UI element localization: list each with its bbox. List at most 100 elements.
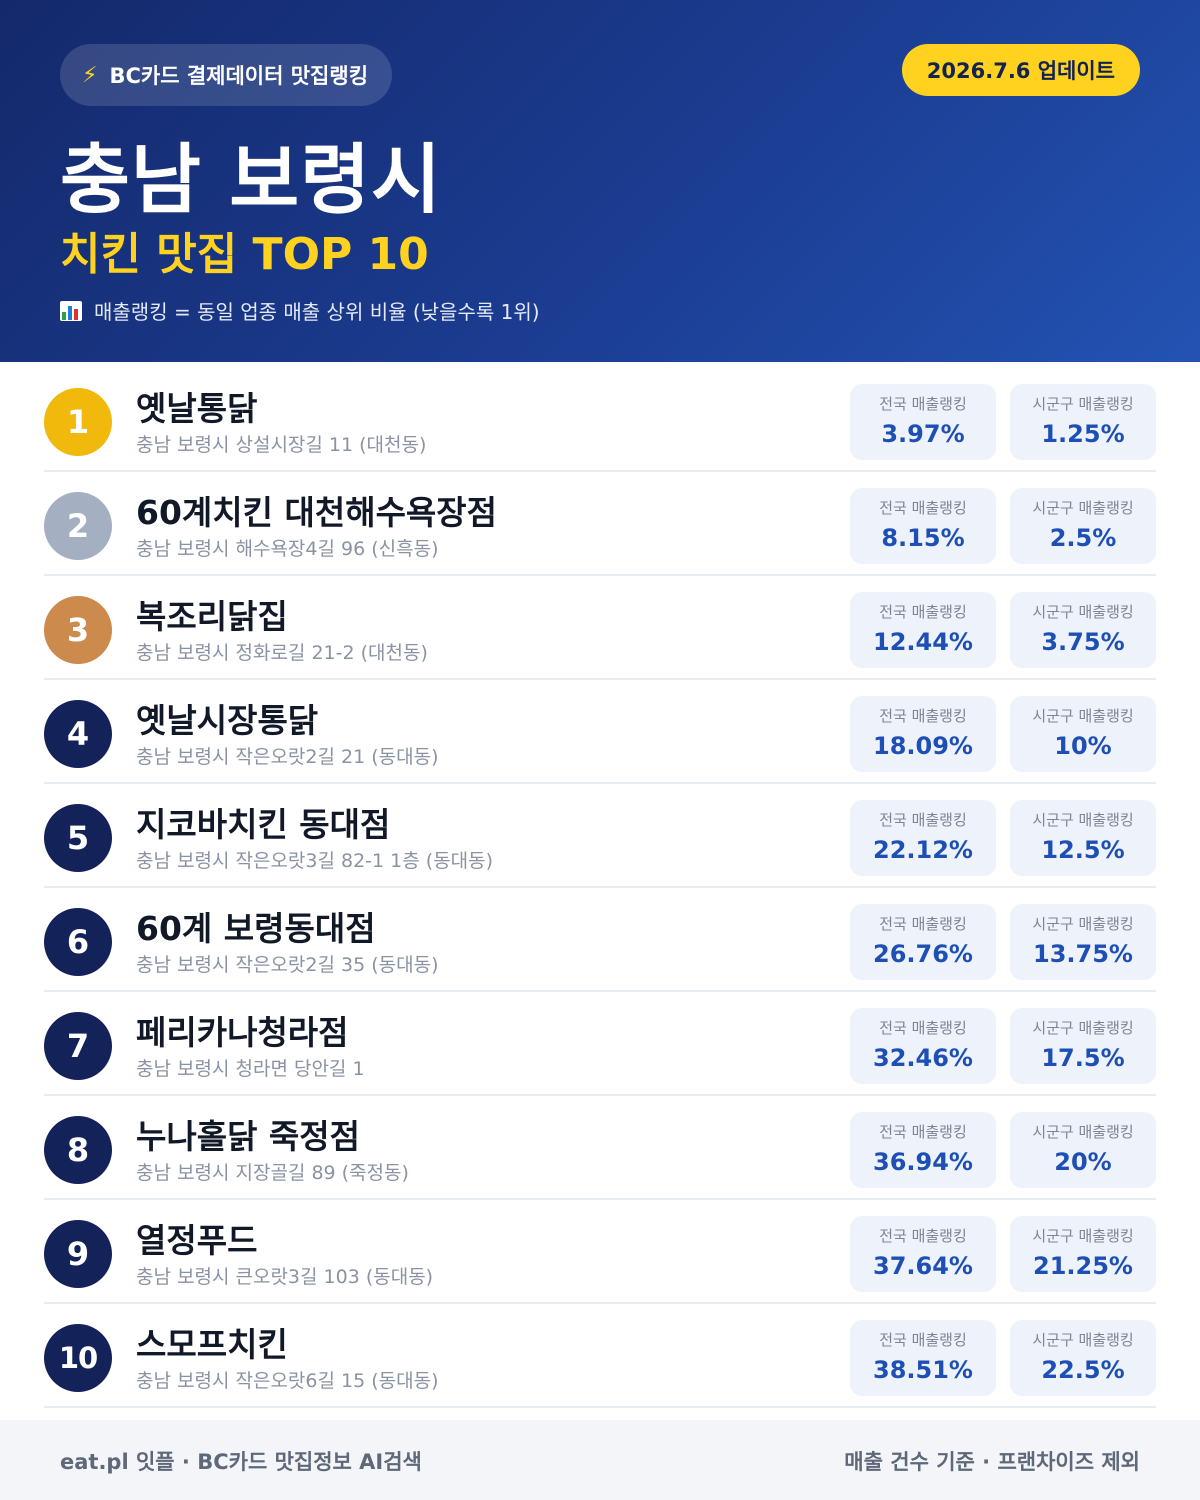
restaurant-name[interactable]: 열정푸드 xyxy=(136,1221,258,1260)
list-item[interactable]: 8 누나홀닭 죽정점 충남 보령시 지장골길 89 (죽정동) 전국 매출랭킹 36.9… xyxy=(44,1096,1156,1200)
national-rank-label: 전국 매출랭킹 xyxy=(879,499,967,517)
list-item[interactable]: 2 60계치킨 대천해수욕장점 충남 보령시 해수욕장4길 96 (신흑동) 전국 매… xyxy=(44,472,1156,576)
restaurant-address: 충남 보령시 상설시장길 11 (대천동) xyxy=(136,434,427,456)
local-rank-label: 시군구 매출랭킹 xyxy=(1032,603,1134,621)
national-rank-box: 전국 매출랭킹 26.76% xyxy=(850,904,996,980)
local-rank-label: 시군구 매출랭킹 xyxy=(1032,811,1134,829)
local-rank-label: 시군구 매출랭킹 xyxy=(1032,707,1134,725)
local-rank-label: 시군구 매출랭킹 xyxy=(1032,1123,1134,1141)
ranking-note: 매출랭킹 = 동일 업종 매출 상위 비율 (낮을수록 1위) xyxy=(60,296,540,325)
restaurant-name[interactable]: 옛날시장통닭 xyxy=(136,701,319,740)
restaurant-name[interactable]: 옛날통닭 xyxy=(136,389,258,428)
source-pill-text: BC카드 결제데이터 맛집랭킹 xyxy=(109,64,369,88)
local-rank-box: 시군구 매출랭킹 22.5% xyxy=(1010,1320,1156,1396)
national-rank-box: 전국 매출랭킹 36.94% xyxy=(850,1112,996,1188)
national-rank-label: 전국 매출랭킹 xyxy=(879,1331,967,1349)
local-rank-label: 시군구 매출랭킹 xyxy=(1032,1227,1134,1245)
header-banner: ⚡ BC카드 결제데이터 맛집랭킹 2026.7.6 업데이트 충남 보령시 치… xyxy=(0,0,1200,362)
rank-badge: 3 xyxy=(44,596,112,664)
bar-chart-icon xyxy=(60,300,82,321)
national-rank-box: 전국 매출랭킹 3.97% xyxy=(850,384,996,460)
national-rank-value: 8.15% xyxy=(881,524,965,552)
national-rank-value: 22.12% xyxy=(873,836,973,864)
local-rank-box: 시군구 매출랭킹 13.75% xyxy=(1010,904,1156,980)
restaurant-address: 충남 보령시 작은오랏2길 21 (동대동) xyxy=(136,746,439,768)
local-rank-box: 시군구 매출랭킹 3.75% xyxy=(1010,592,1156,668)
restaurant-name[interactable]: 페리카나청라점 xyxy=(136,1013,349,1052)
national-rank-label: 전국 매출랭킹 xyxy=(879,1123,967,1141)
restaurant-address: 충남 보령시 정화로길 21-2 (대천동) xyxy=(136,642,428,664)
footer-criteria: 매출 건수 기준 · 프랜차이즈 제외 xyxy=(844,1450,1140,1474)
restaurant-address: 충남 보령시 해수욕장4길 96 (신흑동) xyxy=(136,538,439,560)
local-rank-box: 시군구 매출랭킹 2.5% xyxy=(1010,488,1156,564)
rank-badge: 1 xyxy=(44,388,112,456)
national-rank-value: 3.97% xyxy=(881,420,965,448)
local-rank-value: 2.5% xyxy=(1049,524,1117,552)
national-rank-label: 전국 매출랭킹 xyxy=(879,1019,967,1037)
local-rank-value: 10% xyxy=(1054,732,1112,760)
national-rank-label: 전국 매출랭킹 xyxy=(879,915,967,933)
local-rank-label: 시군구 매출랭킹 xyxy=(1032,1019,1134,1037)
national-rank-value: 32.46% xyxy=(873,1044,973,1072)
local-rank-value: 13.75% xyxy=(1033,940,1133,968)
local-rank-value: 22.5% xyxy=(1041,1356,1125,1384)
restaurant-address: 충남 보령시 작은오랏2길 35 (동대동) xyxy=(136,954,439,976)
national-rank-value: 12.44% xyxy=(873,628,973,656)
national-rank-label: 전국 매출랭킹 xyxy=(879,707,967,725)
restaurant-address: 충남 보령시 큰오랏3길 103 (동대동) xyxy=(136,1266,434,1288)
local-rank-value: 21.25% xyxy=(1033,1252,1133,1280)
rank-badge: 10 xyxy=(44,1324,112,1392)
page-title: 충남 보령시 xyxy=(60,135,443,224)
local-rank-box: 시군구 매출랭킹 17.5% xyxy=(1010,1008,1156,1084)
rank-badge: 7 xyxy=(44,1012,112,1080)
local-rank-value: 17.5% xyxy=(1041,1044,1125,1072)
national-rank-box: 전국 매출랭킹 37.64% xyxy=(850,1216,996,1292)
list-item[interactable]: 6 60계 보령동대점 충남 보령시 작은오랏2길 35 (동대동) 전국 매출랭킹 2… xyxy=(44,888,1156,992)
national-rank-box: 전국 매출랭킹 38.51% xyxy=(850,1320,996,1396)
national-rank-value: 38.51% xyxy=(873,1356,973,1384)
restaurant-name[interactable]: 지코바치킨 동대점 xyxy=(136,805,391,844)
page-subtitle: 치킨 맛집 TOP 10 xyxy=(60,229,429,280)
local-rank-box: 시군구 매출랭킹 10% xyxy=(1010,696,1156,772)
restaurant-name[interactable]: 누나홀닭 죽정점 xyxy=(136,1117,361,1156)
list-item[interactable]: 9 열정푸드 충남 보령시 큰오랏3길 103 (동대동) 전국 매출랭킹 37.64%… xyxy=(44,1200,1156,1304)
list-item[interactable]: 4 옛날시장통닭 충남 보령시 작은오랏2길 21 (동대동) 전국 매출랭킹 18.0… xyxy=(44,680,1156,784)
update-badge: 2026.7.6 업데이트 xyxy=(901,44,1140,96)
restaurant-name[interactable]: 60계 보령동대점 xyxy=(136,909,376,948)
local-rank-box: 시군구 매출랭킹 1.25% xyxy=(1010,384,1156,460)
local-rank-value: 20% xyxy=(1054,1148,1112,1176)
national-rank-box: 전국 매출랭킹 12.44% xyxy=(850,592,996,668)
national-rank-label: 전국 매출랭킹 xyxy=(879,603,967,621)
local-rank-box: 시군구 매출랭킹 12.5% xyxy=(1010,800,1156,876)
restaurant-name[interactable]: 60계치킨 대천해수욕장점 xyxy=(136,493,498,532)
local-rank-value: 3.75% xyxy=(1041,628,1125,656)
footer-source: eat.pl 잇플 · BC카드 맛집정보 AI검색 xyxy=(60,1450,422,1474)
restaurant-address: 충남 보령시 작은오랏3길 82-1 1층 (동대동) xyxy=(136,850,494,872)
national-rank-label: 전국 매출랭킹 xyxy=(879,1227,967,1245)
national-rank-label: 전국 매출랭킹 xyxy=(879,811,967,829)
restaurant-address: 충남 보령시 작은오랏6길 15 (동대동) xyxy=(136,1370,439,1392)
national-rank-label: 전국 매출랭킹 xyxy=(879,395,967,413)
source-pill: ⚡ BC카드 결제데이터 맛집랭킹 xyxy=(60,44,393,106)
rank-badge: 5 xyxy=(44,804,112,872)
footer: eat.pl 잇플 · BC카드 맛집정보 AI검색 매출 건수 기준 · 프랜… xyxy=(0,1420,1200,1500)
restaurant-address: 충남 보령시 청라면 당안길 1 xyxy=(136,1058,365,1080)
restaurant-name[interactable]: 스모프치킨 xyxy=(136,1325,288,1364)
national-rank-value: 26.76% xyxy=(873,940,973,968)
national-rank-box: 전국 매출랭킹 22.12% xyxy=(850,800,996,876)
local-rank-value: 12.5% xyxy=(1041,836,1125,864)
restaurant-address: 충남 보령시 지장골길 89 (죽정동) xyxy=(136,1162,409,1184)
local-rank-label: 시군구 매출랭킹 xyxy=(1032,499,1134,517)
ranking-note-text: 매출랭킹 = 동일 업종 매출 상위 비율 (낮을수록 1위) xyxy=(94,300,540,324)
lightning-bolt-icon: ⚡ xyxy=(82,62,98,88)
restaurant-name[interactable]: 복조리닭집 xyxy=(136,597,288,636)
local-rank-box: 시군구 매출랭킹 20% xyxy=(1010,1112,1156,1188)
national-rank-box: 전국 매출랭킹 18.09% xyxy=(850,696,996,772)
national-rank-value: 36.94% xyxy=(873,1148,973,1176)
